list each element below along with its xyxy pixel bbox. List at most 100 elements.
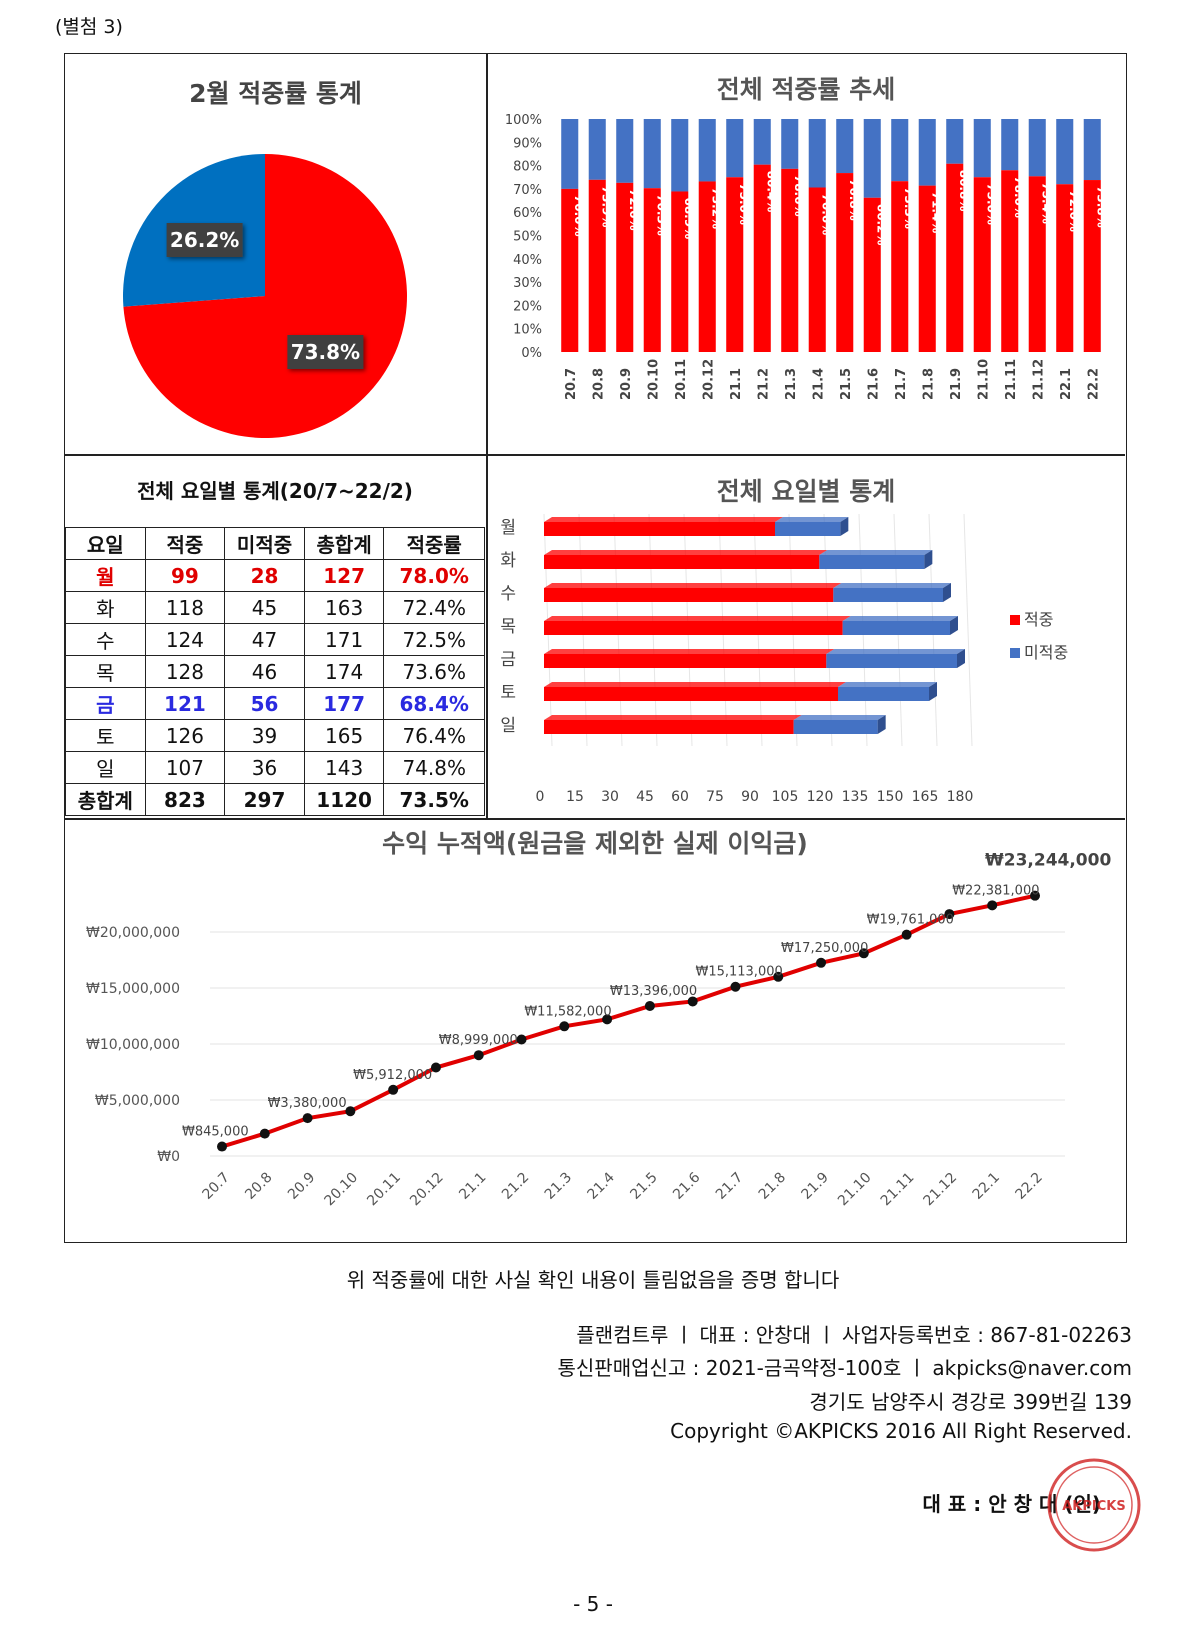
bar-hit [946,163,964,352]
cell: 토 [65,719,146,752]
data-label: ₩5,912,000 [353,1068,432,1083]
statistics-grid: 2월 적중률 통계 73.8% 26.2% 전체 적중률 추세 0% 10% 20% 3… [64,53,1127,1243]
x-tick-label: 21.11 [1004,359,1019,400]
x-tick-label: 180 [947,789,974,805]
weekday-table-panel: 전체 요일별 통계(20/7~22/2) 요일 적중 미적중 총합계 적중률 월… [65,455,486,818]
bar-hit [863,197,881,352]
bar-top [775,517,849,522]
bar-side [924,550,933,569]
bar-segment [544,555,820,569]
x-tick-label: 21.3 [542,1170,575,1203]
cell: 68.4% [383,687,485,720]
bar-hit [753,164,771,352]
bar-segment [833,588,943,602]
divider-vertical [486,54,488,818]
x-tick-label: 21.10 [976,359,991,400]
cell: 174 [303,655,385,688]
confirmation-text: 위 적중률에 대한 사실 확인 내용이 틀림없음을 증명 합니다 [346,1268,840,1292]
bar-miss [671,119,689,192]
bar-miss [561,119,579,189]
bar-top [544,682,846,687]
weekday-table-title: 전체 요일별 통계(20/7~22/2) [137,479,413,503]
bar-segment [819,555,925,569]
x-tick-label: 21.3 [784,368,799,400]
bar-segment [842,621,950,635]
grid-line [963,513,973,747]
bar-side [929,682,937,701]
cell: 177 [303,687,385,720]
table-total-row: 총합계 823 297 1120 73.5% [65,783,485,816]
data-point [388,1084,399,1095]
header-total: 총합계 [303,527,385,560]
x-tick-label: 21.12 [921,1170,961,1210]
data-point [430,1062,441,1073]
data-point [559,1021,570,1032]
bar-segment [544,522,775,536]
weekday-table: 요일 적중 미적중 총합계 적중률 월 99 28 127 78.0% 화 11… [65,527,485,816]
x-tick-label: 22.2 [1086,368,1101,400]
y-tick-label: 30% [513,276,542,291]
header-miss: 미적중 [224,527,305,560]
cell: 1120 [303,783,385,816]
bar-value-label: 70.0% [572,195,586,237]
x-tick-label: 20.10 [646,359,661,400]
x-tick-label: 30 [601,789,619,805]
data-point [944,909,955,920]
header-day: 요일 [65,527,146,560]
data-point [858,948,869,959]
cell: 36 [224,751,305,784]
bar-hit [836,173,854,352]
cell: 126 [144,719,226,752]
legend-swatch [1010,615,1020,625]
x-tick-label: 120 [807,789,834,805]
x-tick-label: 21.6 [670,1169,703,1202]
bar-top [544,715,802,720]
bar-hit [698,181,716,352]
x-tick-label: 21.4 [811,368,826,400]
cell: 165 [303,719,385,752]
x-tick-label: 150 [877,789,904,805]
y-tick-label: ₩10,000,000 [86,1037,180,1053]
profit-line [221,893,1036,1149]
cell: 28 [224,559,305,592]
bar-segment [544,621,843,635]
bar-top [826,649,965,654]
x-tick-label: 20.8 [591,368,606,400]
bar-value-label: 80.8% [957,170,971,212]
cell: 171 [303,623,385,656]
bar-miss [643,119,661,189]
bar-hit [561,188,579,352]
bar-segment [775,522,841,536]
x-tick-label: 21.5 [627,1170,660,1203]
bar-miss [808,119,826,188]
cell: 총합계 [65,783,146,816]
trend-title: 전체 적중률 추세 [716,75,896,104]
trend-chart: 0% 10% 20% 30% 40% 50% 60% 70% 80% 90% 100% 70.0% 20… [505,113,1108,400]
y-tick-label: 40% [513,253,542,268]
bar-segment [544,654,827,668]
attachment-label: (별첨 3) [55,16,123,38]
x-tick-label: 21.7 [713,1170,746,1203]
y-tick-label: 80% [513,160,542,175]
data-point [730,981,741,992]
cell: 47 [224,623,305,656]
bar-top [544,616,851,621]
bar-miss [1056,119,1074,185]
bar-value-label: 73.8% [1094,186,1108,228]
y-category-label: 월 [500,518,516,538]
data-point [816,957,827,968]
bar-hit [616,182,634,352]
bar-miss [698,119,716,182]
pie-label-box [166,222,243,257]
x-tick-label: 20.7 [564,368,579,400]
data-label: ₩23,244,000 [985,851,1111,871]
data-point [516,1034,527,1045]
data-label: ₩22,381,000 [952,883,1039,898]
data-point [773,971,784,982]
cell: 99 [144,559,226,592]
x-tick-label: 21.2 [756,368,771,400]
x-tick-label: 15 [566,789,584,805]
bar-hit [1001,170,1019,352]
bar-top [842,616,958,621]
bar-hit [808,187,826,352]
